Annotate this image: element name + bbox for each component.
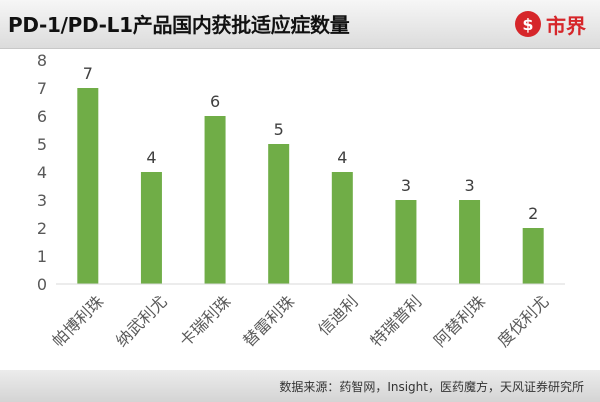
bar	[140, 172, 162, 284]
data-label: 4	[146, 148, 156, 167]
y-tick-label: 4	[37, 163, 47, 182]
bar-chart: 0 1 2 3 4 5 6 7 8 7 4 6 5 4 3 3 2 帕博利珠 纳武利尤 卡瑞利珠 替雷利珠 信迪利 特瑞…	[37, 51, 565, 351]
data-label: 2	[528, 204, 538, 223]
brand-name: 市界	[546, 13, 586, 38]
data-label: 5	[274, 120, 284, 139]
y-tick-label: 2	[37, 219, 47, 238]
brand-logo: $ 市界	[515, 9, 586, 39]
x-category-label: 特瑞普利	[367, 292, 426, 351]
x-category-label: 阿替利珠	[430, 292, 489, 351]
x-axis: 帕博利珠 纳武利尤 卡瑞利珠 替雷利珠 信迪利 特瑞普利 阿替利珠 度伐利尤	[48, 283, 565, 351]
bar-series	[77, 88, 544, 284]
data-label: 4	[337, 148, 347, 167]
y-tick-label: 1	[37, 247, 47, 266]
y-tick-label: 7	[37, 79, 47, 98]
bar	[77, 88, 99, 284]
data-label: 3	[464, 176, 474, 195]
bar	[395, 200, 417, 284]
x-category-label: 替雷利珠	[239, 292, 298, 351]
y-tick-label: 5	[37, 135, 47, 154]
x-category-label: 卡瑞利珠	[176, 292, 235, 351]
x-category-label: 信迪利	[314, 292, 361, 339]
chart-title: PD-1/PD-L1产品国内获批适应症数量	[8, 13, 350, 37]
data-label: 3	[401, 176, 411, 195]
bar	[459, 200, 481, 284]
x-category-label: 度伐利尤	[494, 292, 553, 351]
y-axis: 0 1 2 3 4 5 6 7 8	[37, 51, 47, 294]
footer-bar: 数据来源：药智网，Insight，医药魔方，天风证券研究所	[0, 370, 600, 402]
y-tick-label: 6	[37, 107, 47, 126]
bar	[331, 172, 353, 284]
source-note: 数据来源：药智网，Insight，医药魔方，天风证券研究所	[279, 380, 584, 394]
data-label: 7	[83, 64, 93, 83]
y-tick-label: 8	[37, 51, 47, 70]
bar	[522, 228, 544, 284]
x-category-label: 纳武利尤	[112, 292, 171, 351]
y-tick-label: 3	[37, 191, 47, 210]
data-labels: 7 4 6 5 4 3 3 2	[83, 64, 539, 223]
y-tick-label: 0	[37, 275, 47, 294]
header-bar: PD-1/PD-L1产品国内获批适应症数量 $ 市界	[0, 0, 600, 49]
bar	[204, 116, 226, 284]
x-category-label: 帕博利珠	[48, 292, 107, 351]
dollar-icon: $	[515, 11, 541, 37]
bar	[268, 144, 290, 284]
data-label: 6	[210, 92, 220, 111]
